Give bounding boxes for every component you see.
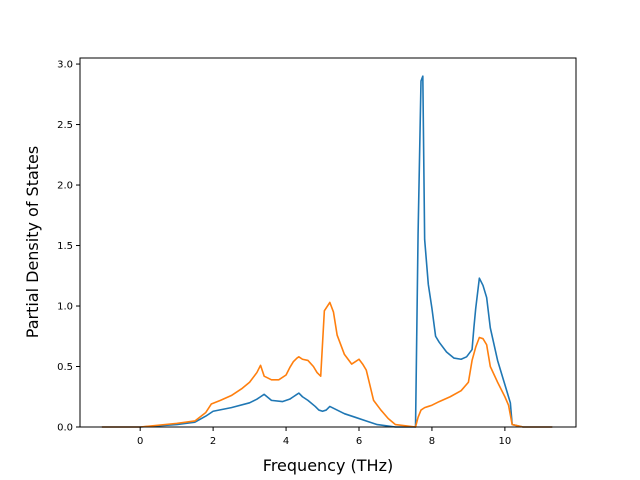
x-tick-label: 0 [137,436,143,447]
y-tick-label: 1.0 [57,302,73,313]
y-axis-label: Partial Density of States [23,146,42,338]
x-tick-label: 4 [283,436,289,447]
x-tick-label: 8 [429,436,435,447]
series-line-1 [101,75,553,428]
x-axis-ticks: 0 2 4 6 8 10 [137,427,511,447]
x-tick-label: 2 [210,436,216,447]
y-tick-label: 0.0 [57,423,73,434]
series-layer [101,75,553,428]
y-tick-label: 0.5 [57,362,73,373]
x-tick-label: 10 [499,436,512,447]
x-axis-label: Frequency (THz) [263,456,393,475]
series-line-2 [101,301,553,428]
y-tick-label: 2.0 [57,181,73,192]
plot-frame [79,57,577,428]
y-tick-label: 1.5 [57,241,73,252]
y-tick-label: 2.5 [57,120,73,131]
y-tick-label: 3.0 [57,60,73,71]
y-axis-ticks: 0.0 0.5 1.0 1.5 2.0 2.5 3.0 [57,60,80,434]
x-tick-label: 6 [356,436,362,447]
